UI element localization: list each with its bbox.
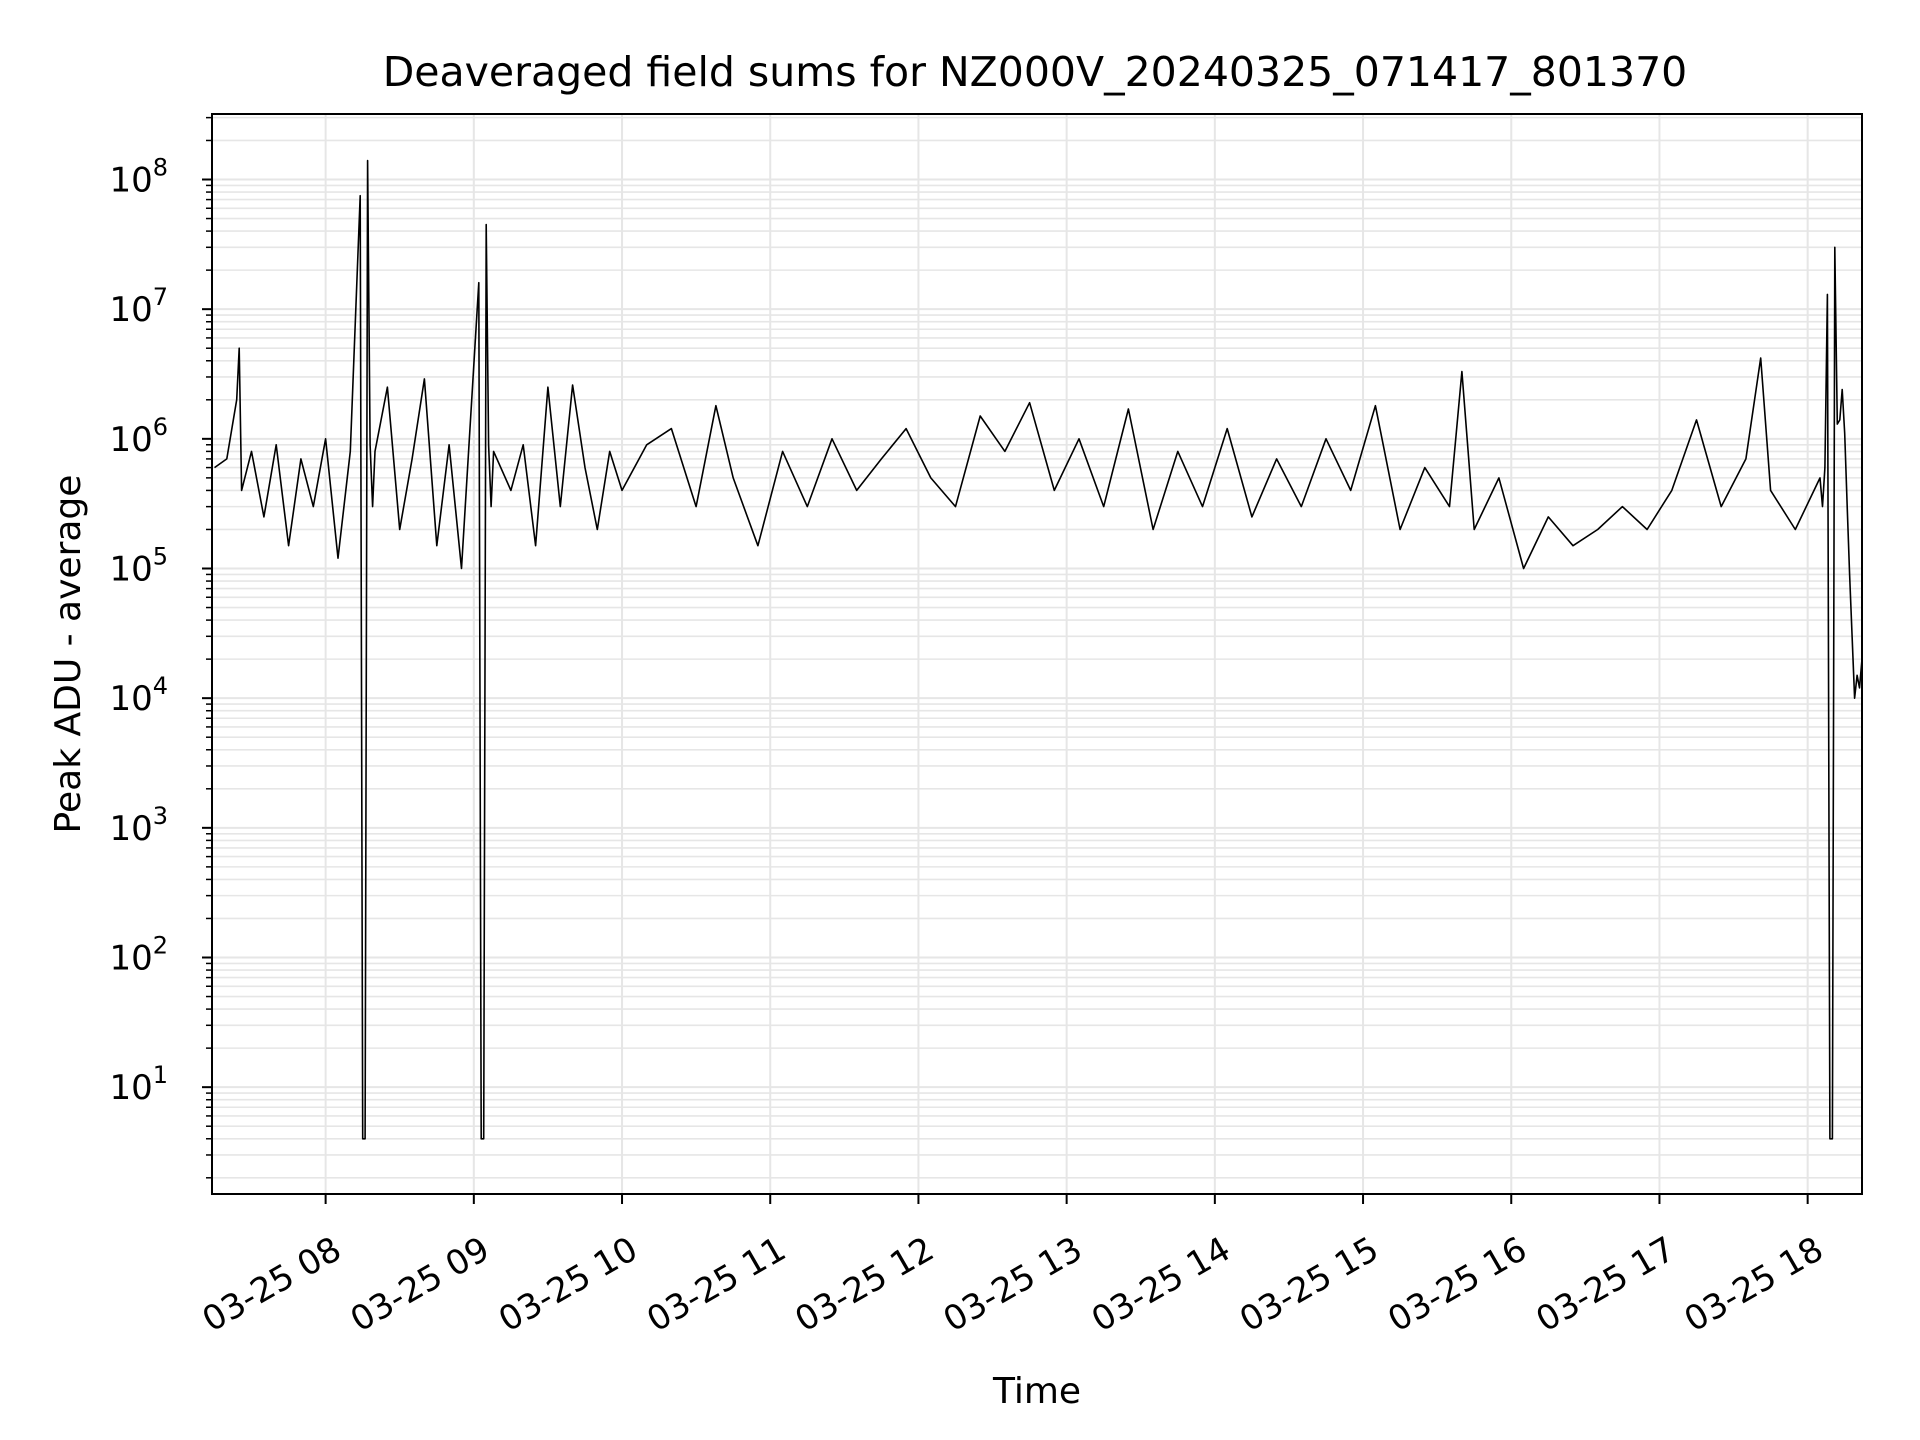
y-tick-label: 103: [109, 802, 168, 849]
y-axis-label: Peak ADU - average: [48, 475, 89, 834]
x-axis-label: Time: [992, 1371, 1081, 1412]
data-series-line: [214, 159, 1863, 1140]
y-tick-label: 105: [109, 543, 168, 590]
y-tick-label: 108: [109, 154, 168, 201]
y-axis: 101 102 103 104 105 106 107 108: [109, 116, 212, 1179]
y-tick-label: 106: [109, 413, 168, 460]
y-tick-label: 102: [109, 932, 168, 979]
y-tick-label: 101: [109, 1061, 168, 1108]
chart-title: Deaveraged field sums for NZ000V_2024032…: [383, 48, 1688, 96]
grid-lines: [212, 114, 1862, 1194]
y-tick-label: 104: [109, 672, 168, 719]
plot-lines: [214, 159, 1863, 1140]
y-tick-label: 107: [109, 283, 168, 330]
plot-area-frame: [211, 113, 1863, 1195]
